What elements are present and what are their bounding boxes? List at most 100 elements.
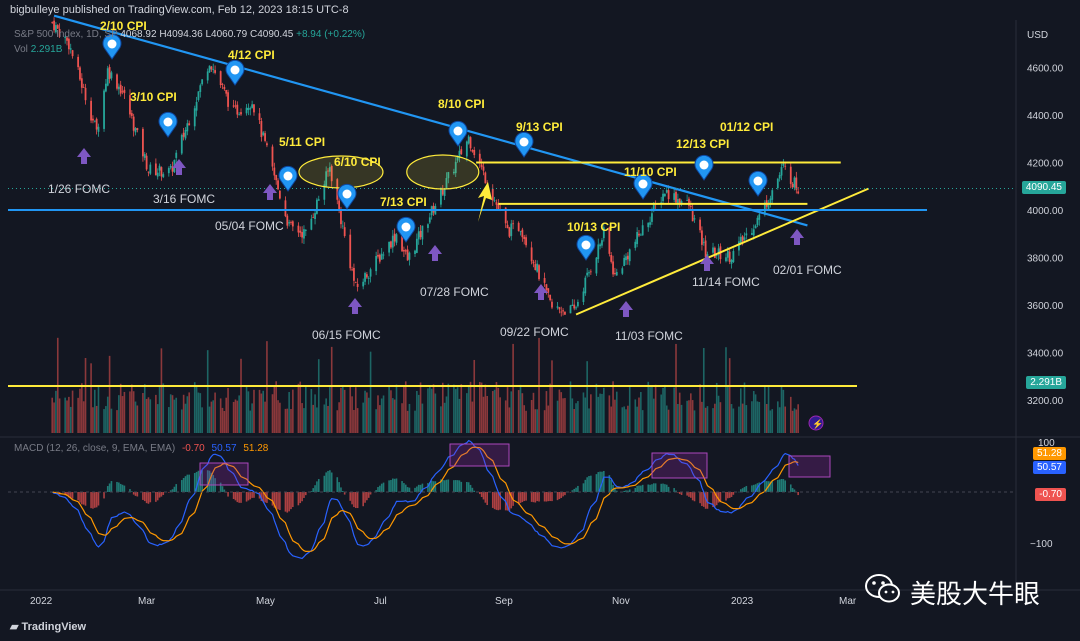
- macd-hist-bar: [364, 492, 366, 503]
- candle-body: [291, 221, 294, 227]
- macd-hist-bar: [456, 480, 459, 492]
- volume-bar: [182, 394, 185, 433]
- macd-hist-bar: [236, 492, 239, 503]
- candle-body: [193, 108, 196, 127]
- macd-label[interactable]: MACD (12, 26, close, 9, EMA, EMA): [14, 443, 176, 454]
- candle-body: [82, 87, 85, 88]
- candle-body: [469, 137, 472, 149]
- volume-badge: 2.291B: [1026, 376, 1066, 389]
- volume-bar: [119, 383, 122, 433]
- symbol-ohlc: S&P 500 Index, 1D, SP 4068.92 H4094.36 L…: [14, 29, 365, 40]
- volume-bar: [314, 394, 316, 433]
- candle-body: [440, 187, 442, 205]
- volume-bar: [380, 398, 383, 433]
- volume-bar: [780, 386, 783, 433]
- tradingview-logo[interactable]: ▰ TradingView: [10, 620, 86, 633]
- volume-bar: [305, 386, 307, 433]
- macd-hist-bar: [427, 483, 429, 492]
- candle-body: [421, 225, 424, 240]
- candle-body: [245, 107, 248, 114]
- candle-body: [639, 234, 642, 236]
- candle-body: [351, 269, 353, 271]
- macd-hist-bar: [421, 483, 424, 492]
- symbol-name[interactable]: S&P 500 Index, 1D, SP: [14, 29, 118, 40]
- macd-hist-bar: [784, 480, 787, 492]
- macd-hist-bar: [305, 492, 307, 496]
- candle-body: [354, 282, 357, 284]
- macd-hist-bar: [366, 492, 368, 501]
- uptrend-support-line: [575, 187, 869, 316]
- macd-hist-bar: [69, 492, 72, 498]
- candle-body: [119, 84, 122, 94]
- candle-body: [638, 233, 640, 236]
- macd-hist-bar: [353, 492, 355, 508]
- macd-hist-bar: [530, 492, 533, 502]
- candle-body: [206, 71, 209, 81]
- macd-hist-bar: [175, 484, 178, 492]
- volume-bar: [508, 407, 511, 433]
- volume-bar: [491, 391, 494, 433]
- volume-bar: [416, 390, 418, 433]
- macd-hist-bar: [612, 484, 614, 492]
- volume-bar: [149, 399, 152, 433]
- volume-bar: [690, 393, 692, 433]
- candle-body: [51, 22, 54, 23]
- volume-bar: [454, 389, 457, 433]
- candle-body: [534, 264, 537, 270]
- macd-hist-bar: [486, 492, 489, 506]
- candle-body: [129, 95, 131, 115]
- volume-label[interactable]: Vol: [14, 44, 28, 55]
- candle-body: [584, 277, 587, 294]
- macd-hist-bar: [754, 484, 757, 492]
- candle-body: [558, 307, 561, 310]
- macd-hist-bar: [467, 482, 470, 492]
- volume-bar: [362, 402, 364, 433]
- macd-hist-bar: [349, 492, 352, 501]
- volume-bar: [249, 410, 252, 433]
- volume-bar: [336, 410, 339, 433]
- volume-bar: [525, 410, 527, 433]
- macd-hist-bar: [292, 492, 294, 508]
- candle-body: [365, 274, 368, 278]
- macd-hist-bar: [519, 492, 522, 503]
- volume-bar: [279, 402, 281, 433]
- volume-bar: [343, 389, 346, 433]
- candle-body: [614, 273, 616, 274]
- volume-bar: [706, 406, 709, 433]
- volume-bar: [193, 382, 196, 433]
- volume-bar: [95, 405, 98, 433]
- macd-hist-bar: [662, 483, 664, 492]
- candle-body: [756, 217, 759, 226]
- macd-hist-bar: [699, 492, 701, 504]
- macd-hist-bar: [686, 492, 688, 496]
- macd-hist-bar: [327, 470, 329, 492]
- volume-bar: [603, 387, 605, 433]
- volume-bar: [564, 398, 566, 433]
- volume-bar: [118, 395, 120, 433]
- macd-hist-bar: [303, 492, 305, 498]
- macd-hist-bar: [356, 492, 359, 509]
- candle-body: [480, 164, 483, 167]
- candle-body: [647, 222, 650, 228]
- macd-hist-bar: [782, 479, 785, 492]
- candle-body: [688, 198, 690, 206]
- macd-hist-bar: [416, 486, 418, 492]
- macd-hist-bar: [273, 492, 276, 508]
- volume-bar: [484, 384, 487, 433]
- candle-body: [277, 180, 279, 190]
- macd-hist-bar: [764, 480, 766, 492]
- macd-badge: 50.57: [1032, 461, 1066, 474]
- candle-body: [636, 232, 639, 245]
- volume-bar: [467, 385, 470, 433]
- volume-bar: [628, 385, 631, 433]
- volume-bar: [271, 394, 274, 433]
- y-tick-label: 4200.00: [1027, 159, 1064, 170]
- volume-bar: [791, 410, 794, 433]
- volume-bar: [445, 396, 448, 433]
- candle-body: [214, 70, 217, 73]
- candle-body: [597, 244, 600, 260]
- volume-bar: [266, 341, 268, 433]
- volume-bar: [797, 404, 799, 433]
- macd-hist-bar: [380, 483, 383, 492]
- macd-hist-bar: [162, 492, 165, 495]
